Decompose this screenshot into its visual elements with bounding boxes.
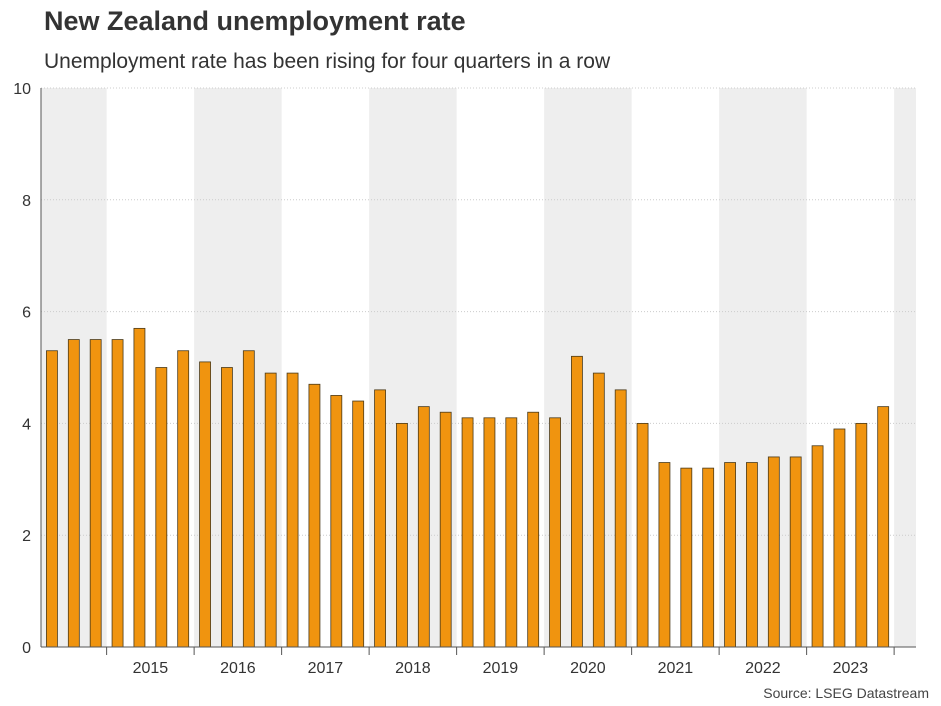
bar (286, 372, 299, 648)
bar (505, 417, 518, 648)
bar (789, 456, 802, 648)
bar (702, 467, 715, 648)
x-tick-label: 2018 (395, 660, 431, 677)
source-note: Source: LSEG Datastream (763, 685, 929, 701)
year-band (894, 88, 916, 647)
y-tick-label: 8 (22, 193, 31, 210)
bar (855, 422, 868, 648)
x-tick-label: 2016 (220, 660, 256, 677)
bar (658, 462, 671, 648)
bar (877, 406, 890, 648)
y-tick-label: 0 (22, 640, 31, 657)
bar (439, 411, 452, 648)
bar (133, 327, 146, 648)
bar (571, 355, 583, 648)
x-tick-label: 2015 (133, 660, 169, 677)
bar (614, 389, 627, 648)
y-tick-label: 6 (22, 305, 31, 322)
bar (417, 406, 430, 648)
bar (592, 372, 605, 648)
x-tick-label: 2017 (308, 660, 344, 677)
bar (746, 462, 758, 648)
bar (833, 428, 846, 648)
bar (199, 361, 211, 648)
bar (527, 411, 540, 648)
bar (549, 417, 561, 648)
bar (264, 372, 277, 648)
x-tick-label: 2023 (833, 660, 869, 677)
year-bands (41, 88, 916, 647)
y-tick-label: 2 (22, 528, 31, 545)
bar (242, 350, 255, 648)
x-tick-label: 2019 (483, 660, 519, 677)
y-tick-label: 10 (13, 81, 31, 98)
bar (221, 367, 233, 648)
chart-title: New Zealand unemployment rate (44, 6, 466, 36)
bar (177, 350, 190, 648)
bar (155, 367, 168, 648)
bar (89, 339, 102, 648)
bar (396, 422, 408, 648)
x-tick-label: 2022 (745, 660, 781, 677)
bar (767, 456, 780, 648)
axes (40, 88, 916, 648)
bar (724, 462, 736, 648)
bar (46, 350, 58, 648)
bar (111, 339, 124, 648)
bar (636, 422, 649, 648)
x-tick-label: 2020 (570, 660, 606, 677)
chart-subtitle: Unemployment rate has been rising for fo… (44, 50, 611, 73)
bar (67, 339, 80, 648)
bar (374, 389, 386, 648)
bar (330, 395, 343, 648)
x-axis-ticks: 2015 2016 2017 2018 2019 2020 2021 2022 2023 (106, 647, 895, 677)
bar (483, 417, 496, 648)
x-tick-label: 2021 (658, 660, 694, 677)
bar (680, 467, 693, 648)
bar (811, 445, 824, 648)
y-tick-label: 4 (22, 416, 31, 433)
bar (308, 383, 321, 648)
bar (352, 400, 365, 648)
y-axis-ticks: 0 2 4 6 8 10 (13, 81, 31, 657)
bar (461, 417, 474, 648)
